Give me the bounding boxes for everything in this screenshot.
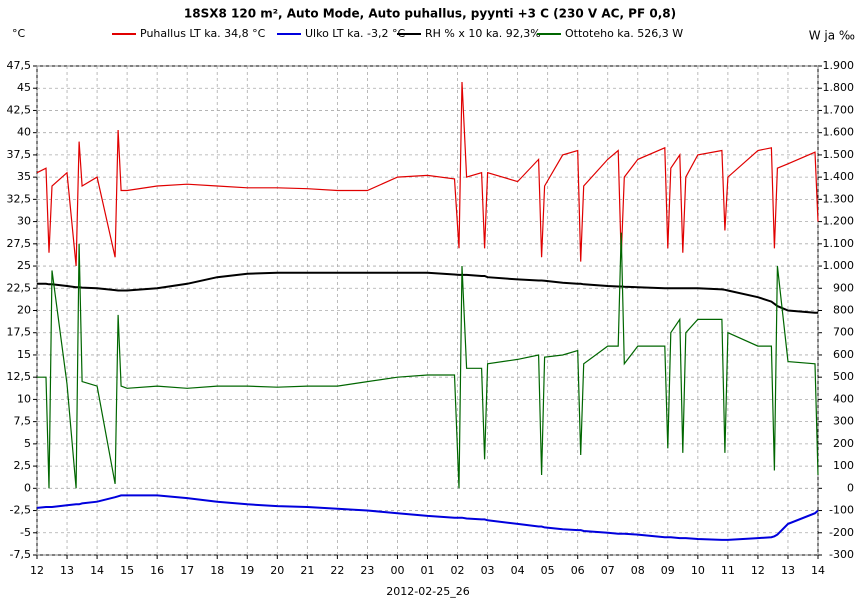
y2-tick-label: 800: [833, 304, 854, 317]
y2-tick-label: 1.600: [823, 126, 855, 139]
y2-tick-label: 400: [833, 392, 854, 405]
y2-tick-label: 1.700: [823, 103, 855, 116]
x-tick-label: 19: [240, 564, 254, 577]
x-tick-label: 16: [150, 564, 164, 577]
x-tick-label: 12: [751, 564, 765, 577]
y2-tick-label: 1.900: [823, 59, 855, 72]
y-tick-label: 30: [17, 215, 31, 228]
y-tick-label: -5: [20, 526, 31, 539]
chart-title: 18SX8 120 m², Auto Mode, Auto puhallus, …: [184, 7, 676, 21]
y2-tick-label: -100: [829, 504, 854, 517]
x-tick-label: 13: [60, 564, 74, 577]
x-tick-label: 06: [571, 564, 585, 577]
y-tick-label: 2,5: [14, 459, 32, 472]
y-tick-label: 32,5: [7, 192, 32, 205]
y-tick-label: 37,5: [7, 148, 32, 161]
x-axis-label: 2012-02-25_26: [386, 585, 469, 598]
y-tick-label: 40: [17, 126, 31, 139]
x-tick-label: 09: [661, 564, 675, 577]
series-line: [36, 81, 819, 267]
series-line: [37, 271, 818, 314]
y-tick-label: 47,5: [7, 59, 32, 72]
x-tick-label: 20: [270, 564, 284, 577]
x-tick-label: 17: [180, 564, 194, 577]
x-tick-label: 11: [721, 564, 735, 577]
y-tick-label: 22,5: [7, 281, 32, 294]
x-tick-label: 05: [541, 564, 555, 577]
y2-tick-label: 100: [833, 459, 854, 472]
y-tick-label: -2,5: [10, 504, 31, 517]
series-line: [36, 494, 819, 541]
y2-axis-label: W ja ‰: [809, 29, 855, 43]
y2-tick-label: 0: [847, 481, 854, 494]
x-tick-label: 07: [601, 564, 615, 577]
x-tick-label: 15: [120, 564, 134, 577]
legend-label: Ulko LT ka. -3,2 °C: [305, 27, 406, 40]
x-tick-label: 23: [360, 564, 374, 577]
y2-tick-label: 1.000: [823, 259, 855, 272]
x-tick-label: 14: [811, 564, 825, 577]
y2-tick-label: 600: [833, 348, 854, 361]
y-tick-label: 27,5: [7, 237, 32, 250]
y-tick-label: 15: [17, 348, 31, 361]
x-tick-label: 13: [781, 564, 795, 577]
series-line: [37, 232, 819, 489]
y-tick-label: 42,5: [7, 103, 32, 116]
y2-tick-label: 1.400: [823, 170, 855, 183]
y-tick-label: 5: [24, 437, 31, 450]
x-tick-label: 01: [421, 564, 435, 577]
x-tick-label: 02: [451, 564, 465, 577]
y2-tick-label: -300: [829, 548, 854, 561]
y-tick-label: 17,5: [7, 326, 32, 339]
y-tick-label: -7,5: [10, 548, 31, 561]
y2-tick-label: 200: [833, 437, 854, 450]
y2-tick-label: 1.300: [823, 192, 855, 205]
y-tick-label: 35: [17, 170, 31, 183]
x-tick-label: 00: [390, 564, 404, 577]
y2-tick-label: -200: [829, 526, 854, 539]
y-tick-label: 7,5: [14, 415, 32, 428]
y-tick-label: 10: [17, 392, 31, 405]
x-tick-label: 08: [631, 564, 645, 577]
x-tick-label: 04: [511, 564, 525, 577]
x-tick-label: 22: [330, 564, 344, 577]
y-tick-label: 12,5: [7, 370, 32, 383]
x-tick-label: 21: [300, 564, 314, 577]
legend-label: Puhallus LT ka. 34,8 °C: [140, 27, 266, 40]
y-axis-label: °C: [12, 27, 26, 40]
x-tick-label: 03: [481, 564, 495, 577]
y2-tick-label: 1.200: [823, 215, 855, 228]
x-tick-label: 18: [210, 564, 224, 577]
legend-label: RH % x 10 ka. 92,3%: [425, 27, 541, 40]
y2-tick-label: 500: [833, 370, 854, 383]
y2-tick-label: 1.800: [823, 81, 855, 94]
y-tick-label: 20: [17, 304, 31, 317]
y-tick-label: 25: [17, 259, 31, 272]
x-tick-label: 12: [30, 564, 44, 577]
legend-label: Ottoteho ka. 526,3 W: [565, 27, 683, 40]
y-tick-label: 45: [17, 81, 31, 94]
y2-tick-label: 700: [833, 326, 854, 339]
y2-tick-label: 1.100: [823, 237, 855, 250]
y2-tick-label: 900: [833, 281, 854, 294]
x-tick-label: 14: [90, 564, 104, 577]
y2-tick-label: 1.500: [823, 148, 855, 161]
y-tick-label: 0: [24, 481, 31, 494]
x-tick-label: 10: [691, 564, 705, 577]
y2-tick-label: 300: [833, 415, 854, 428]
